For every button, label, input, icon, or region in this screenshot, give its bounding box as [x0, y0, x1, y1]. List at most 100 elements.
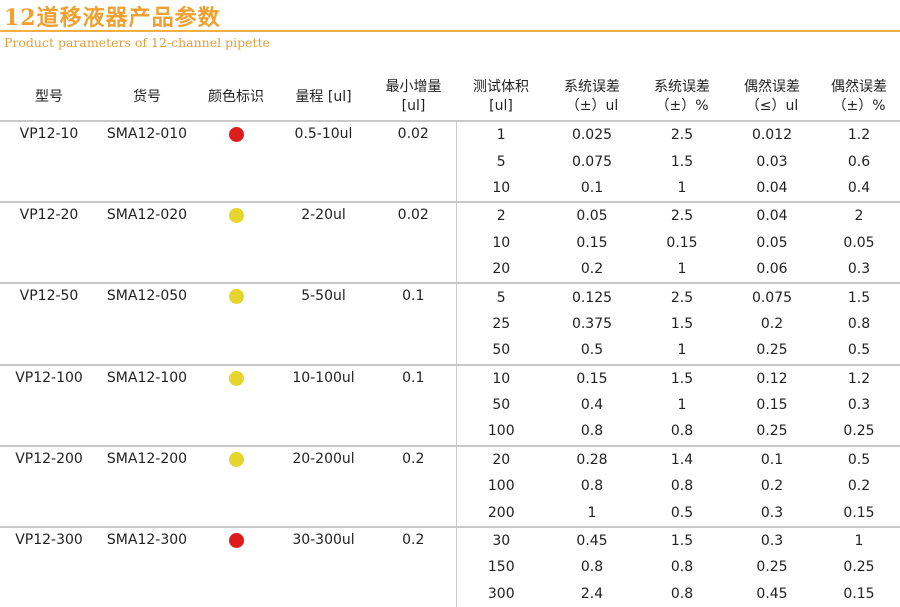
- systematic-error-pct-cell: 1.5: [670, 153, 694, 170]
- table-row: VP12-100 SMA12-100 10-100ul 0.1 10 0.15 1.5 0.1…: [0, 363, 900, 446]
- systematic-error-pct-cell: 2.5: [638, 119, 726, 149]
- systematic-error-pct-cell: 2.5: [638, 201, 726, 230]
- random-error-pct-cell: 0.3: [847, 397, 871, 414]
- random-error-ul-cell: 0.05: [756, 234, 788, 251]
- test-volume-cell: 5: [496, 153, 506, 170]
- model-cell: VP12-10: [0, 119, 98, 203]
- sku-cell: SMA12-050: [98, 282, 196, 365]
- test-volume-cell: 300: [487, 585, 515, 602]
- systematic-error-ul-cell: 0.28: [546, 444, 638, 474]
- column-header-unit: （≤）ul: [745, 98, 799, 114]
- test-volume-cell: 25: [492, 315, 511, 332]
- random-error-ul-cell: 0.075: [726, 282, 818, 311]
- column-header-label: 量程 [ul]: [295, 88, 352, 105]
- table-row: 50 0.4 1 0.15 0.3: [0, 392, 900, 418]
- systematic-error-pct-cell: 1.4: [638, 444, 726, 474]
- table-row: VP12-20 SMA12-020 2-20ul 0.02 2 0.05 2.5 0.04 2: [0, 201, 900, 284]
- systematic-error-ul-cell: 0.5: [580, 342, 604, 359]
- page-title: 12道移液器产品参数: [4, 5, 221, 31]
- systematic-error-pct-cell: 1: [677, 342, 687, 359]
- random-error-ul-cell: 0.06: [756, 261, 788, 278]
- test-volume-cell: 10: [492, 179, 511, 196]
- test-volume-cell: 50: [492, 342, 511, 359]
- column-header-label: 货号: [133, 88, 161, 105]
- column-header-unit: （±）ul: [565, 98, 619, 114]
- random-error-ul-cell: 0.45: [756, 585, 788, 602]
- random-error-ul-cell: 0.1: [726, 444, 818, 474]
- table-row: 20 0.2 1 0.06 0.3: [0, 256, 900, 283]
- table-row: 50 0.5 1 0.25 0.5: [0, 337, 900, 364]
- table-body: VP12-10 SMA12-010 0.5-10ul 0.02 1 0.025 2.5 0.0…: [0, 119, 900, 607]
- test-volume-cell: 150: [487, 559, 515, 576]
- systematic-error-ul-cell: 2.4: [580, 585, 604, 602]
- random-error-pct-cell: 0.2: [847, 478, 871, 495]
- systematic-error-pct-cell: 0.15: [666, 234, 698, 251]
- column-header-label: 偶然误差: [744, 79, 800, 95]
- table-row: VP12-200 SMA12-200 20-200ul 0.2 20 0.28 1.4 0.1…: [0, 444, 900, 527]
- random-error-ul-cell: 0.04: [726, 201, 818, 230]
- table-row: 5 0.075 1.5 0.03 0.6: [0, 148, 900, 174]
- random-error-pct-cell: 1.2: [818, 119, 900, 149]
- range-cell: 30-300ul: [276, 525, 371, 607]
- range-cell: 2-20ul: [276, 201, 371, 284]
- range-cell: 5-50ul: [276, 282, 371, 365]
- table-row: 150 0.8 0.8 0.25 0.25: [0, 554, 900, 580]
- systematic-error-pct-cell: 2.5: [638, 282, 726, 311]
- sku-cell: SMA12-020: [98, 201, 196, 284]
- random-error-ul-cell: 0.3: [726, 525, 818, 555]
- random-error-pct-cell: 0.5: [847, 342, 871, 359]
- systematic-error-pct-cell: 0.8: [670, 478, 694, 495]
- table-row: VP12-300 SMA12-300 30-300ul 0.2 30 0.45 1.5 0.3…: [0, 525, 900, 607]
- test-volume-cell: 100: [487, 423, 515, 440]
- systematic-error-pct-cell: 0.5: [670, 504, 694, 521]
- random-error-pct-cell: 1.5: [818, 282, 900, 311]
- sku-cell: SMA12-200: [98, 444, 196, 527]
- column-header-label: 系统误差: [654, 79, 710, 95]
- table-row: 200 1 0.5 0.3 0.15: [0, 499, 900, 526]
- random-error-ul-cell: 0.12: [726, 363, 818, 392]
- model-cell: VP12-50: [0, 282, 98, 365]
- test-volume-cell: 2: [456, 201, 546, 230]
- color-marker-cell: [196, 282, 276, 365]
- table-row: VP12-50 SMA12-050 5-50ul 0.1 5 0.125 2.5 0.075 1…: [0, 282, 900, 365]
- random-error-pct-cell: 0.8: [847, 315, 871, 332]
- test-volume-cell: 100: [487, 478, 515, 495]
- random-error-pct-cell: 0.25: [843, 559, 875, 576]
- systematic-error-ul-cell: 0.1: [580, 179, 604, 196]
- spec-table: 型号 货号 颜色标识 量程 [ul] 最小增量 [ul] 测试体积 [ul] 系统误差 （±）ul…: [0, 74, 900, 607]
- color-marker-cell: [196, 444, 276, 527]
- column-header-unit: （±）%: [655, 98, 709, 114]
- page-subtitle: Product parameters of 12-channel pipette: [4, 35, 270, 50]
- column-header: 测试体积 [ul]: [456, 74, 546, 121]
- table-header-row: 型号 货号 颜色标识 量程 [ul] 最小增量 [ul] 测试体积 [ul] 系统误差 （±）ul…: [0, 74, 900, 121]
- min-increment-cell: 0.1: [371, 363, 457, 446]
- column-header: 最小增量 [ul]: [371, 74, 456, 121]
- column-header: 货号: [98, 74, 196, 121]
- title-divider: [0, 30, 900, 32]
- column-header-unit: [ul]: [489, 98, 513, 114]
- range-cell: 20-200ul: [276, 444, 371, 527]
- sku-cell: SMA12-100: [98, 363, 196, 446]
- systematic-error-ul-cell: 0.8: [580, 478, 604, 495]
- min-increment-cell: 0.1: [371, 282, 457, 365]
- table-row: 10 0.1 1 0.04 0.4: [0, 175, 900, 202]
- random-error-pct-cell: 0.4: [847, 179, 871, 196]
- systematic-error-pct-cell: 0.8: [670, 423, 694, 440]
- color-indicator-dot: [228, 208, 244, 224]
- test-volume-cell: 20: [492, 261, 511, 278]
- systematic-error-ul-cell: 0.075: [571, 153, 613, 170]
- column-header-label: 系统误差: [564, 79, 620, 95]
- systematic-error-ul-cell: 0.2: [580, 261, 604, 278]
- column-header-unit: （±）%: [832, 98, 886, 114]
- random-error-pct-cell: 0.15: [843, 504, 875, 521]
- color-indicator-dot: [228, 370, 244, 386]
- column-header-label: 测试体积: [473, 79, 529, 95]
- test-volume-cell: 5: [456, 282, 546, 311]
- sku-cell: SMA12-010: [98, 119, 196, 203]
- table-row: 10 0.15 0.15 0.05 0.05: [0, 230, 900, 256]
- table-row: 100 0.8 0.8 0.2 0.2: [0, 473, 900, 499]
- color-marker-cell: [196, 525, 276, 607]
- min-increment-cell: 0.02: [371, 119, 457, 203]
- random-error-ul-cell: 0.04: [756, 179, 788, 196]
- model-cell: VP12-200: [0, 444, 98, 527]
